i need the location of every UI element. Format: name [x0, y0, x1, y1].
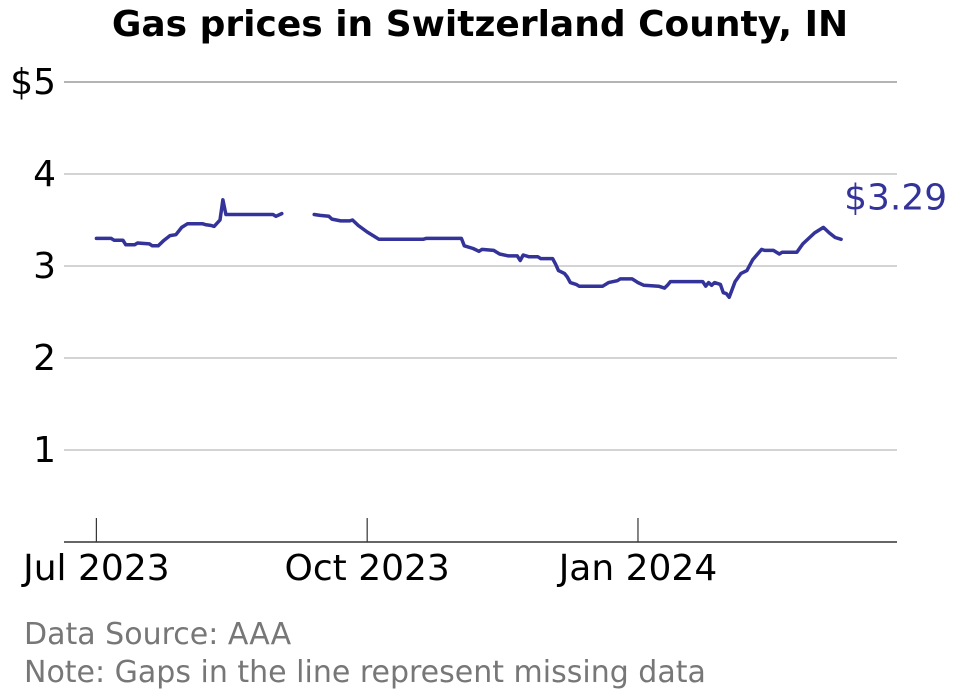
series-line-segment-1 [94, 198, 284, 248]
line-layer [94, 198, 843, 300]
series-line-segment-2 [312, 212, 843, 300]
x-tick-label-1: Oct 2023 [285, 548, 450, 589]
y-tick-label-5: $5 [10, 62, 56, 103]
x-tick-label-2: Jan 2024 [557, 548, 718, 589]
chart-title: Gas prices in Switzerland County, IN [112, 4, 848, 45]
y-tick-label-2: 2 [33, 338, 56, 379]
grid-layer [64, 81, 897, 451]
y-tick-label-1: 1 [33, 430, 56, 471]
missing-data-note: Note: Gaps in the line represent missing… [24, 655, 706, 690]
axis-layer: 1 2 3 4 $5 Jul 2023 Oct 2023 Jan 2024 [10, 62, 897, 589]
last-value-label: $3.29 [844, 177, 947, 218]
x-tick-label-0: Jul 2023 [21, 548, 170, 589]
y-tick-label-3: 3 [33, 246, 56, 287]
data-source-note: Data Source: AAA [24, 617, 292, 652]
y-tick-label-4: 4 [33, 154, 56, 195]
